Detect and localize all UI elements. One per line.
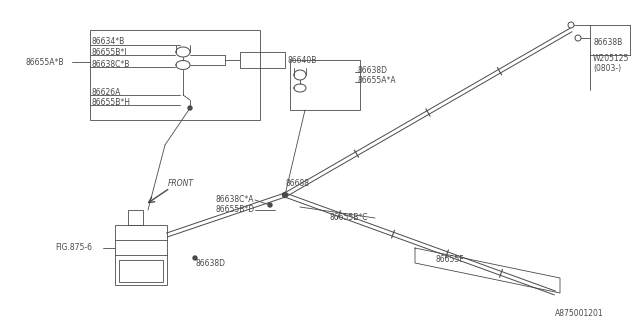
Text: W205125: W205125 [593, 53, 629, 62]
Bar [90, 30, 260, 120]
Text: 86638C*B: 86638C*B [91, 60, 129, 68]
Text: FIG.875-6: FIG.875-6 [55, 244, 92, 252]
Text: 86655A*B: 86655A*B [25, 58, 63, 67]
Text: (0803-): (0803-) [593, 63, 621, 73]
Bar [115, 225, 167, 285]
Bar [290, 60, 360, 110]
Circle shape [193, 256, 197, 260]
Text: 86638B: 86638B [593, 37, 622, 46]
Text: 86655A*A: 86655A*A [357, 76, 396, 84]
Text: 86655F: 86655F [435, 255, 463, 265]
Text: 86655B*C: 86655B*C [330, 213, 369, 222]
Text: FRONT: FRONT [168, 179, 194, 188]
Text: 86626A: 86626A [91, 87, 120, 97]
Text: 86655B*I: 86655B*I [91, 47, 127, 57]
Text: 86655B*D: 86655B*D [215, 205, 254, 214]
Text: 86638D: 86638D [357, 66, 387, 75]
Text: 86638C*A: 86638C*A [215, 196, 253, 204]
Text: 86655B*H: 86655B*H [91, 98, 130, 107]
Circle shape [282, 193, 287, 197]
Bar [119, 260, 163, 282]
Bar [128, 210, 143, 225]
Circle shape [268, 203, 272, 207]
Bar [240, 52, 285, 68]
Text: 86638D: 86638D [196, 260, 226, 268]
Text: A875001201: A875001201 [555, 308, 604, 317]
Circle shape [188, 106, 192, 110]
Text: 86640B: 86640B [287, 55, 316, 65]
Text: 86634*B: 86634*B [91, 36, 124, 45]
Text: 86688: 86688 [285, 179, 309, 188]
